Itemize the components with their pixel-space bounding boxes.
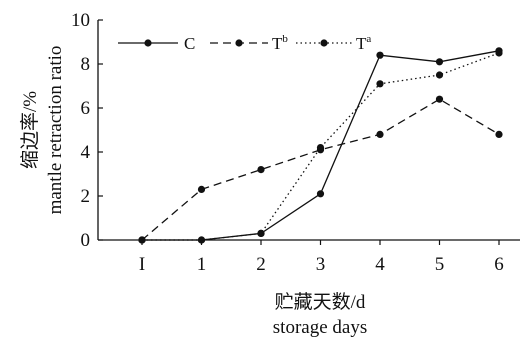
legend-marker [320,39,328,47]
data-point-c [435,58,444,66]
legend-item-c: C [118,34,195,53]
legend-label: Ta [356,33,371,53]
data-point-ta [138,236,146,244]
x-tick-label: 4 [375,254,385,275]
data-point-tb [376,130,384,138]
x-tick-label: 3 [316,254,326,275]
data-point-ta [257,229,265,237]
data-point-tb [257,166,265,174]
x-tick-label: 2 [256,254,266,275]
legend-marker [235,39,243,47]
legend-item-ta: Ta [296,33,371,53]
data-point-ta [316,144,325,152]
series-ta [138,49,503,244]
data-point-tb [197,185,206,193]
x-axis-label-en: storage days [273,317,367,338]
data-point-ta [435,71,444,79]
legend-item-tb: Tb [210,33,288,53]
y-axis-label-cn: 缩边率/% [19,91,41,169]
y-tick-label: 8 [81,54,91,75]
legend-label: C [184,34,195,53]
data-point-c [376,51,384,59]
data-point-ta [495,49,503,57]
y-tick-label: 6 [81,98,91,119]
series-line-tb [141,98,500,241]
data-point-tb [495,130,503,138]
legend-label: Tb [272,33,288,53]
y-tick-label: 2 [81,186,91,207]
series-tb [138,95,503,244]
y-tick-label: 4 [81,142,91,163]
x-tick-label: 1 [197,254,207,275]
legend-marker [144,39,152,47]
data-point-c [316,190,325,198]
x-axis-label-cn: 贮藏天数/d [275,291,366,313]
axes: 0 2 4 6 8 10 I 1 2 3 4 5 6 [71,10,520,275]
y-tick-label: 10 [71,10,90,31]
x-tick-label: 6 [494,254,504,275]
data-point-ta [376,80,384,88]
series-layer [138,47,503,244]
x-tick-label: I [139,254,145,275]
y-axis-label-en: mantle retraction ratio [45,46,66,215]
x-tick-label: 5 [435,254,445,275]
y-tick-label: 0 [81,230,91,251]
data-point-ta [197,236,206,244]
data-point-tb [435,95,444,103]
legend: C Tb Ta [118,33,371,53]
